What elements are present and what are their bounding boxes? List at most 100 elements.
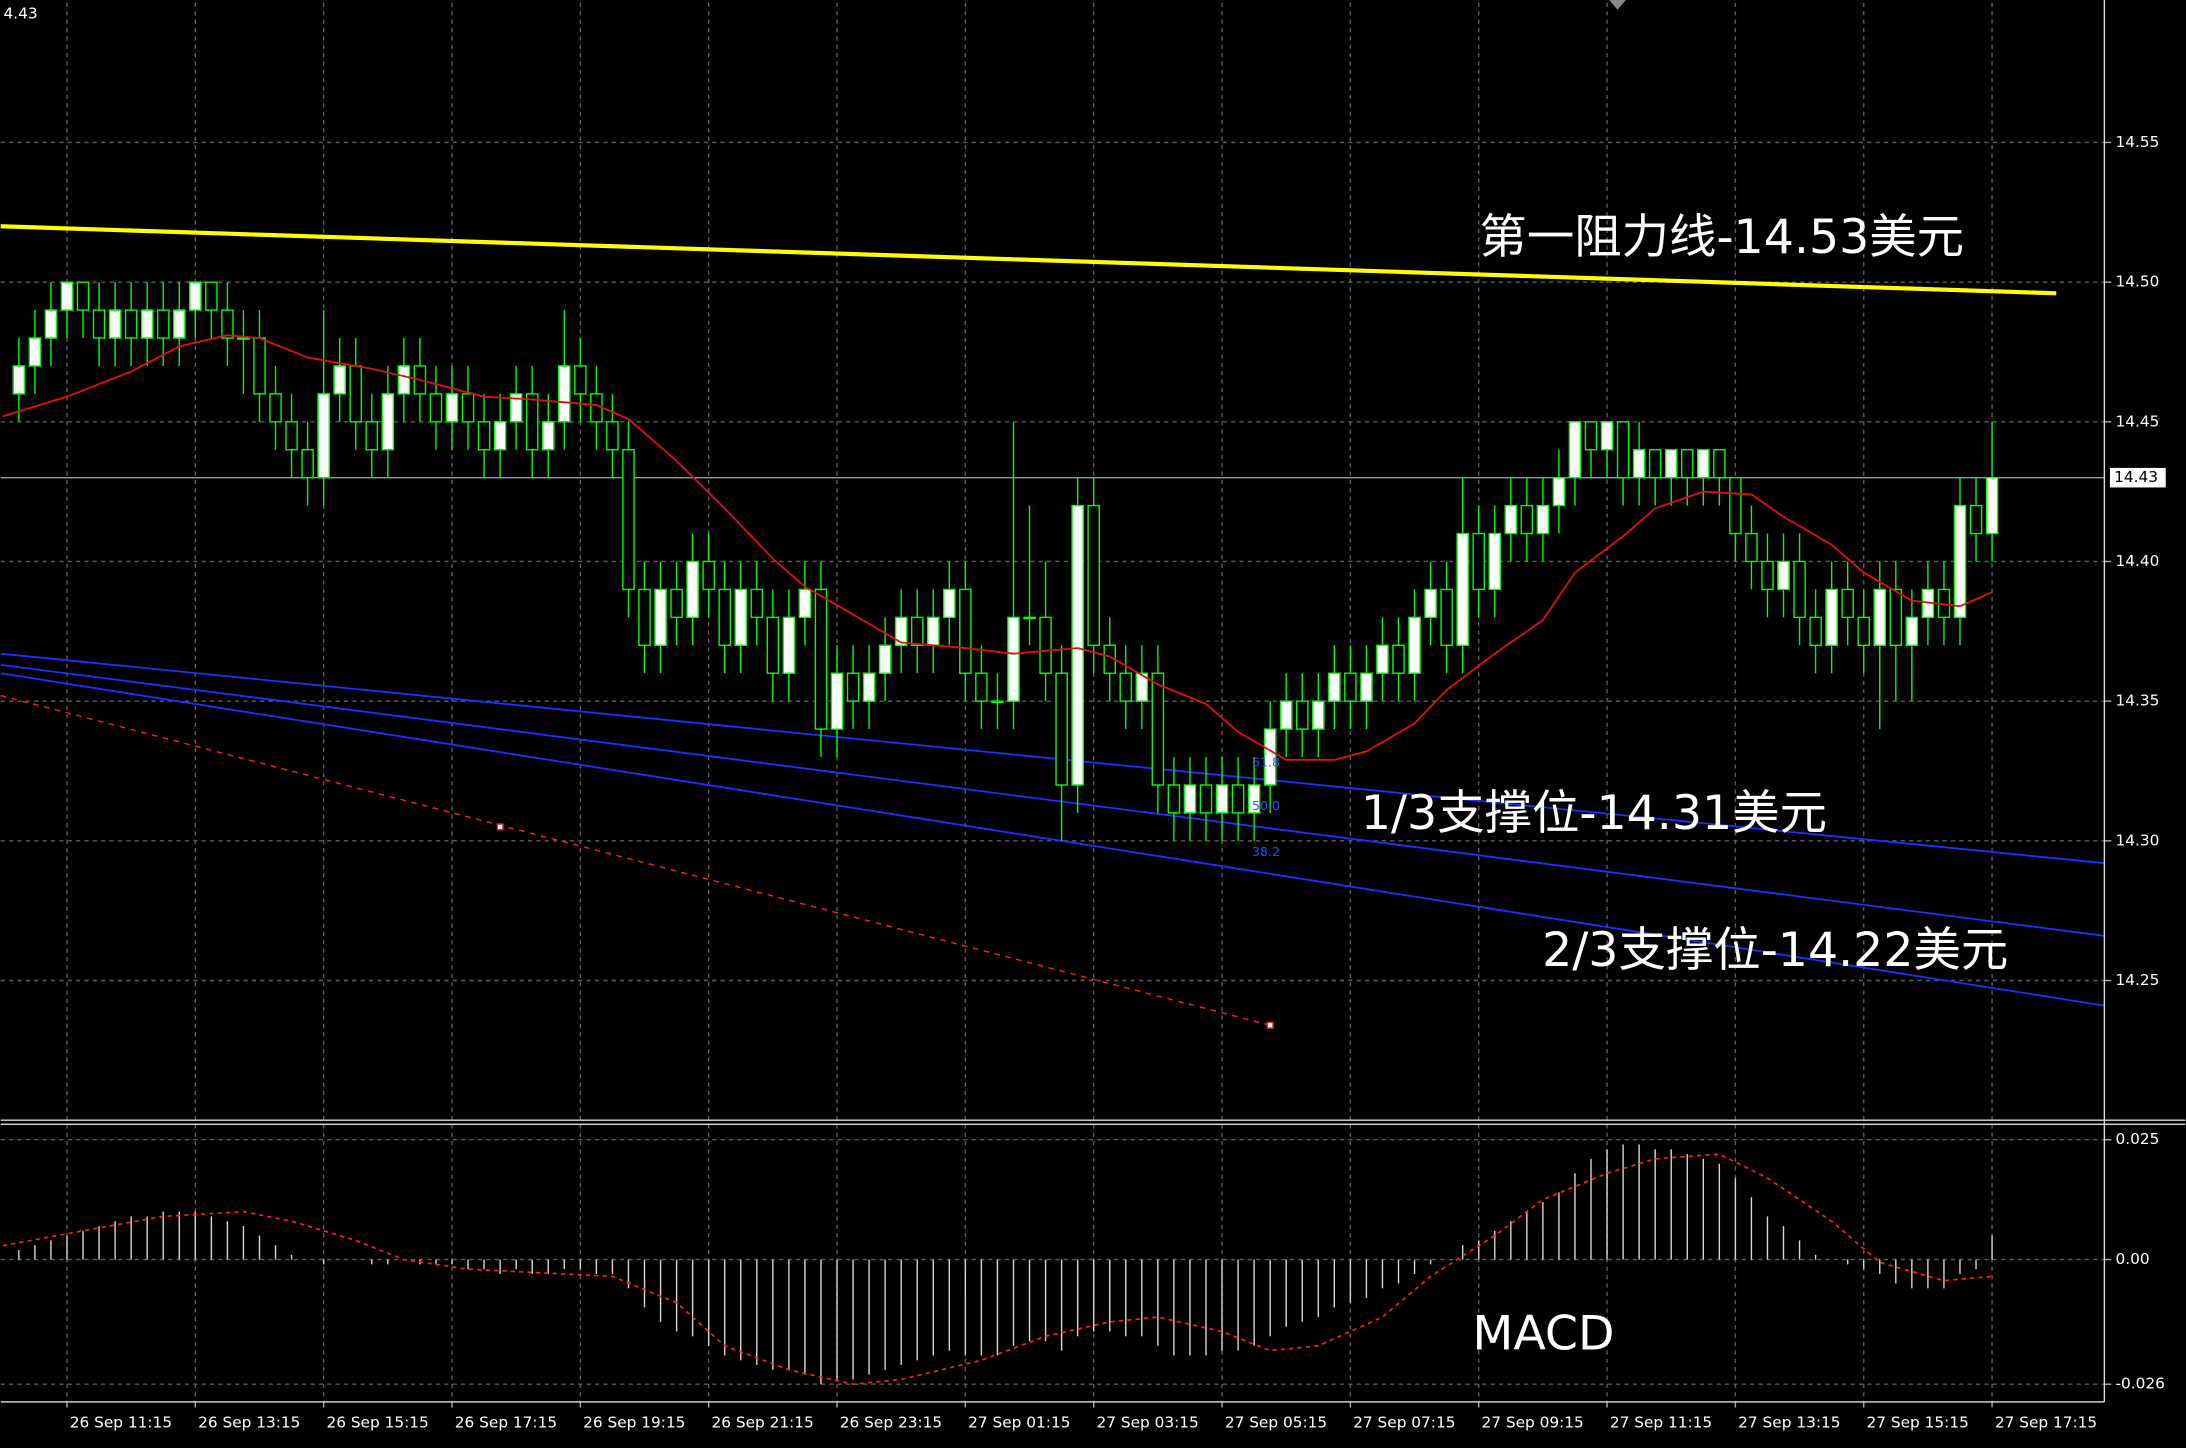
candle-body [702, 560, 715, 591]
candle-body [1392, 644, 1405, 674]
candle-body [349, 365, 363, 423]
candle-body [622, 449, 635, 591]
candle-body [718, 588, 731, 646]
candle-body [1905, 616, 1919, 646]
y-tick-label: -0.026 [2116, 1375, 2165, 1393]
x-tick-label: 27 Sep 09:15 [1482, 1413, 1584, 1431]
x-tick-label: 26 Sep 23:15 [840, 1413, 942, 1431]
candle-body [1295, 700, 1309, 730]
candle-body [381, 393, 395, 451]
candle-body [926, 616, 940, 646]
shift-marker [1609, 0, 1626, 10]
x-tick-label: 26 Sep 19:15 [583, 1413, 685, 1431]
trend-line [0, 663, 2105, 937]
candle-body [1472, 532, 1485, 591]
candle-body [333, 365, 346, 395]
candle-body [140, 309, 154, 339]
candle-body [910, 616, 924, 646]
x-tick-label: 27 Sep 07:15 [1353, 1413, 1455, 1431]
x-tick-label: 26 Sep 17:15 [455, 1413, 557, 1431]
candle-body [1680, 449, 1694, 479]
x-tick-label: 27 Sep 11:15 [1610, 1413, 1712, 1431]
candle-body [1231, 784, 1245, 814]
candle-body [1841, 588, 1854, 619]
candle-body [1055, 672, 1068, 786]
resistance-label: 第一阻力线-14.53美元 [1479, 210, 1964, 265]
candle-body [959, 588, 972, 674]
x-tick-label: 27 Sep 15:15 [1867, 1413, 1969, 1431]
x-tick-label: 27 Sep 13:15 [1738, 1413, 1840, 1431]
candle-body [317, 393, 330, 479]
support-label: 1/3支撑位-14.31美元 [1361, 786, 1827, 841]
line-marker [1266, 1021, 1274, 1029]
fib-label: 50.0 [1252, 798, 1280, 813]
candle-body [1889, 588, 1903, 646]
candle-body [1408, 616, 1421, 674]
candle-body [60, 281, 74, 311]
candle-body [1985, 476, 1999, 535]
candle-body [1729, 476, 1742, 535]
candle-body [1071, 504, 1084, 786]
x-tick-label: 26 Sep 15:15 [326, 1413, 428, 1431]
candle-body [1456, 532, 1469, 646]
candle-body [798, 588, 812, 619]
candle-body [654, 588, 667, 646]
candle-body [862, 672, 876, 702]
candle-body [590, 393, 603, 423]
candle-body [525, 393, 539, 451]
candle-body [1777, 560, 1790, 591]
y-tick-label: 14.30 [2116, 831, 2160, 849]
candle-body [172, 309, 186, 339]
candle-body [1584, 421, 1598, 451]
y-tick-label: 0.00 [2116, 1250, 2150, 1268]
candle-body [1825, 588, 1838, 646]
candle-body [301, 449, 314, 479]
candle-body [1761, 560, 1774, 591]
candle-body [445, 393, 459, 423]
candle-body [269, 393, 282, 423]
candle-body [108, 309, 122, 339]
candle-body [1568, 421, 1582, 479]
candle-body [1793, 560, 1806, 619]
candle-body [28, 337, 42, 367]
candle-body [429, 393, 443, 423]
y-tick-label: 14.45 [2116, 412, 2160, 430]
candle-body [1488, 532, 1502, 591]
candle-body [1953, 504, 1967, 619]
candle-body [1600, 421, 1614, 451]
candle-body [205, 281, 218, 311]
candle-body [541, 421, 555, 451]
candle-body [1648, 449, 1662, 479]
candle-body [1328, 672, 1341, 702]
signal-line [2, 1153, 1993, 1386]
x-tick-label: 27 Sep 17:15 [1995, 1413, 2097, 1431]
candle-body [1135, 672, 1149, 702]
x-tick-label: 26 Sep 21:15 [711, 1413, 813, 1431]
fib-label: 38.2 [1252, 844, 1280, 859]
y-tick-label: 14.25 [2116, 971, 2160, 989]
x-tick-label: 27 Sep 01:15 [968, 1413, 1070, 1431]
candle-body [156, 309, 170, 339]
x-tick-label: 26 Sep 11:15 [70, 1413, 172, 1431]
candle-body [670, 588, 683, 619]
candle-body [766, 616, 780, 674]
candle-body [750, 588, 764, 619]
candle-body [1809, 616, 1822, 646]
candle-body [975, 672, 988, 702]
candle-body [1440, 588, 1453, 646]
candle-body [189, 281, 202, 311]
corner-label: 4.43 [4, 4, 38, 22]
moving-average [2, 334, 1993, 761]
candle-body [1376, 644, 1389, 674]
candle-body [509, 393, 523, 423]
candle-body [574, 365, 587, 395]
candle-body [1424, 588, 1437, 619]
candle-body [1664, 449, 1678, 479]
y-tick-label: 14.35 [2116, 692, 2160, 710]
candle-body [1247, 784, 1261, 814]
candle-body [124, 309, 138, 339]
candle-body [76, 281, 90, 311]
candle-body [1857, 616, 1871, 646]
candle-body [991, 700, 1004, 703]
